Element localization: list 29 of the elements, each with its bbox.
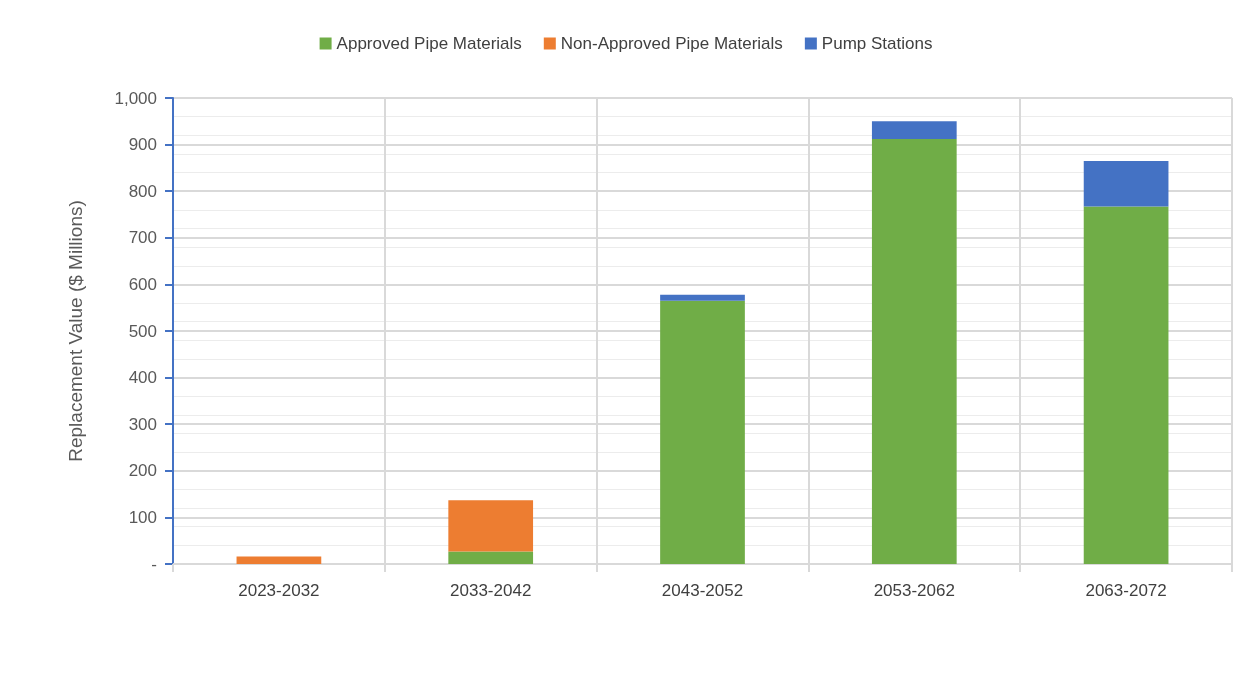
y-tick-label: 500: [128, 321, 157, 341]
x-tick-label: 2063-2072: [1085, 581, 1167, 600]
bar: [1083, 206, 1169, 564]
bar: [871, 139, 957, 564]
x-tick-label: 2023-2032: [238, 581, 320, 600]
bar: [236, 556, 322, 564]
legend-label: Non-Approved Pipe Materials: [560, 34, 783, 53]
y-tick-label: 300: [128, 414, 157, 434]
bar: [871, 121, 957, 140]
x-tick-label: 2033-2042: [450, 581, 532, 600]
x-tick-label: 2053-2062: [873, 581, 955, 600]
y-tick-label: 800: [128, 181, 157, 201]
bar: [448, 551, 534, 564]
y-tick-label: -: [151, 554, 157, 574]
y-tick-label: 600: [128, 274, 157, 294]
y-tick-label: 1,000: [114, 88, 157, 108]
bar: [1083, 160, 1169, 207]
bar: [448, 500, 534, 552]
y-tick-label: 700: [128, 228, 157, 248]
y-tick-label: 200: [128, 461, 157, 481]
x-tick-label: 2043-2052: [661, 581, 744, 600]
y-axis-title: Replacement Value ($ Millions): [65, 200, 86, 462]
y-tick-label: 400: [128, 368, 157, 388]
bar: [660, 294, 745, 301]
legend-label: Pump Stations: [821, 34, 933, 53]
legend-label: Approved Pipe Materials: [336, 34, 522, 53]
bar: [660, 300, 745, 564]
y-tick-label: 100: [128, 507, 157, 527]
y-tick-label: 900: [128, 135, 157, 155]
